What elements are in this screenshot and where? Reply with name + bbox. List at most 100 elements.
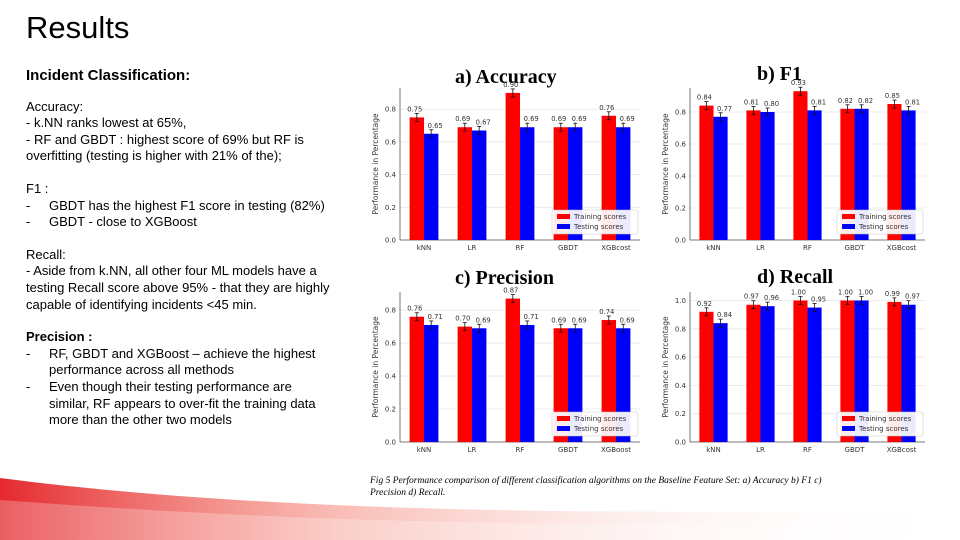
precision-block: Precision : - RF, GBDT and XGBoost – ach…: [26, 329, 366, 429]
y-tick-label: 0.4: [385, 171, 397, 179]
data-label: 0.76: [599, 104, 614, 112]
x-tick-label: XGBoost: [601, 446, 631, 454]
bar-training: [409, 117, 424, 240]
precision-title: Precision :: [26, 329, 93, 345]
y-tick-label: 0.2: [385, 406, 396, 414]
data-label: 0.69: [476, 316, 491, 324]
legend-swatch: [557, 224, 570, 229]
data-label: 0.76: [407, 305, 422, 313]
data-label: 0.75: [407, 105, 422, 113]
data-label: 0.84: [697, 94, 712, 102]
bar-training: [505, 92, 520, 240]
x-tick-label: kNN: [417, 244, 432, 252]
y-tick-label: 0.4: [385, 373, 397, 381]
recall-title: Recall:: [26, 246, 66, 262]
data-label: 0.99: [885, 290, 900, 298]
page-title: Results: [26, 10, 130, 45]
y-axis-label: Performance in Percentage: [371, 316, 380, 418]
x-tick-label: RF: [516, 446, 525, 454]
bar-testing: [424, 133, 439, 240]
y-tick-label: 0.8: [385, 106, 396, 114]
data-label: 0.69: [620, 316, 635, 324]
data-label: 1.00: [791, 288, 806, 296]
chart-title: a) Accuracy: [455, 66, 557, 88]
legend-swatch: [557, 416, 570, 421]
legend-box: [836, 411, 924, 437]
y-tick-label: 1.0: [675, 297, 686, 305]
y-tick-label: 0.6: [385, 340, 397, 348]
x-tick-label: LR: [756, 446, 765, 454]
data-label: 0.84: [717, 311, 732, 319]
x-tick-label: LR: [468, 446, 477, 454]
y-tick-label: 0.4: [675, 382, 687, 390]
section-heading: Incident Classification:: [26, 67, 191, 84]
x-tick-label: XGBcost: [887, 446, 917, 454]
data-label: 1.00: [838, 288, 853, 296]
figure-caption: Fig 5 Performance comparison of differen…: [370, 476, 822, 498]
data-label: 0.80: [764, 100, 779, 108]
accuracy-line: - k.NN ranks lowest at 65%,: [26, 115, 187, 131]
bar-testing: [807, 307, 822, 442]
bar-training: [887, 301, 902, 442]
legend-swatch: [842, 214, 855, 219]
chart-panel: a) Accuracy 0.0 0.2 0.4 0.6 0.8 Performance in…: [371, 66, 640, 252]
x-tick-label: GBDT: [845, 244, 866, 252]
y-tick-label: 0.0: [385, 237, 396, 245]
x-tick-label: GBDT: [845, 446, 866, 454]
bar-testing: [520, 324, 535, 442]
legend-entry: Testing scores: [573, 425, 624, 433]
data-label: 0.87: [503, 287, 518, 295]
y-tick-label: 0.6: [675, 141, 687, 149]
f1-title: F1 :: [26, 180, 49, 196]
bar-testing: [760, 306, 775, 442]
x-tick-label: GBDT: [558, 446, 579, 454]
bar-testing: [424, 324, 439, 442]
data-label: 0.93: [791, 79, 806, 87]
data-label: 0.67: [476, 118, 491, 126]
legend-box: [551, 411, 639, 437]
data-label: 0.85: [885, 92, 900, 100]
x-tick-label: XGBcost: [601, 244, 631, 252]
x-tick-label: GBDT: [558, 244, 579, 252]
data-label: 0.69: [572, 316, 587, 324]
legend-entry: Testing scores: [858, 223, 909, 231]
y-axis-label: Performance in Percentage: [371, 113, 380, 215]
bar-training: [457, 127, 472, 240]
precision-bullet: - RF, GBDT and XGBoost – achieve the hig…: [26, 345, 316, 378]
recall-line: capable of identifying incidents <45 min…: [26, 296, 257, 312]
precision-bullet-line: performance across all methods: [49, 362, 234, 378]
bar-testing: [807, 110, 822, 241]
chart-title: d) Recall: [757, 266, 834, 288]
recall-line: - Aside from k.NN, all other four ML mod…: [26, 263, 317, 279]
x-tick-label: LR: [756, 244, 765, 252]
bar-training: [505, 298, 520, 442]
legend-swatch: [557, 426, 570, 431]
legend-entry: Training scores: [858, 213, 912, 221]
data-label: 0.97: [905, 293, 920, 301]
bar-training: [793, 91, 808, 240]
bar-testing: [472, 328, 487, 442]
legend-entry: Training scores: [858, 415, 912, 423]
y-tick-label: 0.2: [385, 204, 396, 212]
chart-panel: d) Recall 0.0 0.2 0.4 0.6 0.8 1.0 Performance i…: [661, 266, 925, 454]
bar-training: [887, 104, 902, 240]
f1-bullet-text: GBDT - close to XGBoost: [49, 214, 197, 230]
data-label: 0.71: [428, 313, 443, 321]
legend-entry: Testing scores: [573, 223, 624, 231]
bar-testing: [520, 127, 535, 240]
data-label: 0.69: [455, 115, 470, 123]
y-axis-label: Performance in Percentage: [661, 113, 670, 215]
legend-box: [551, 209, 639, 235]
legend-entry: Testing scores: [858, 425, 909, 433]
y-tick-label: 0.0: [675, 439, 686, 447]
y-tick-label: 0.6: [675, 354, 687, 362]
bar-training: [746, 110, 761, 241]
y-tick-label: 0.8: [385, 307, 396, 315]
data-label: 1.00: [858, 288, 873, 296]
x-tick-label: kNN: [706, 446, 721, 454]
data-label: 0.82: [858, 97, 873, 105]
bar-testing: [854, 300, 869, 442]
bar-testing: [854, 108, 869, 240]
bar-training: [409, 316, 424, 442]
data-label: 0.74: [599, 308, 614, 316]
